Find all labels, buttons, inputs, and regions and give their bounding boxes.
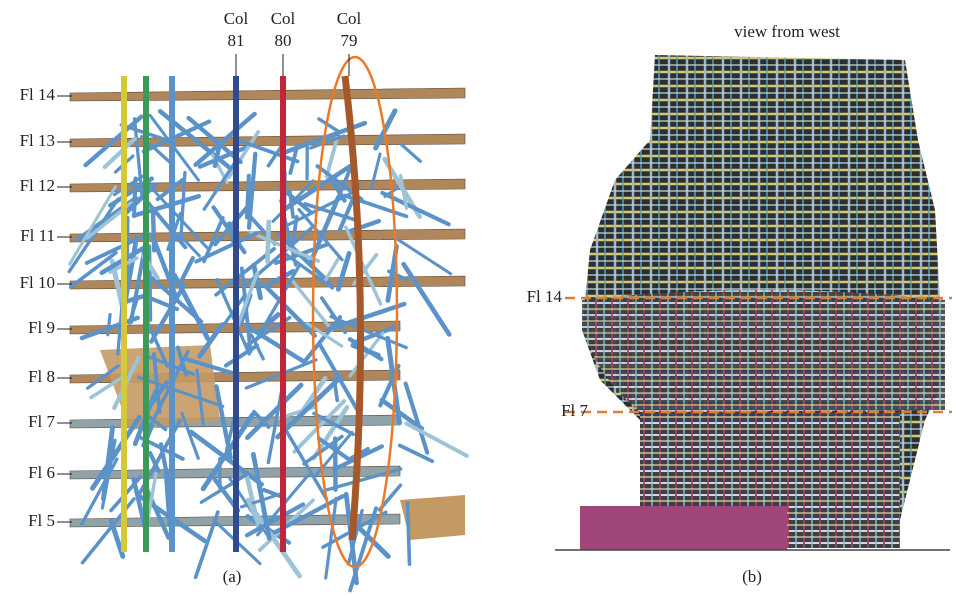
base-block (580, 506, 787, 550)
debris-member (226, 346, 257, 366)
floor-label: Fl 8 (28, 367, 55, 386)
column-label: Col (337, 9, 362, 28)
floor-label: Fl 10 (20, 273, 55, 292)
caption: (b) (742, 567, 762, 586)
debris-member (404, 264, 449, 334)
column-label: Col (224, 9, 249, 28)
buckled-zone (582, 290, 945, 412)
panel-b: view from west Fl 14 Fl 7 (b) (527, 22, 952, 586)
debris-member (149, 247, 150, 320)
caption: (a) (223, 567, 242, 586)
column-label: 79 (341, 31, 358, 50)
floor-label: Fl 7 (28, 412, 55, 431)
debris-member (268, 222, 269, 262)
floor-label: Fl 7 (561, 401, 588, 420)
column-label: Col (271, 9, 296, 28)
floor-slab (70, 88, 465, 101)
debris-member (319, 119, 339, 132)
floor-label: Fl 12 (20, 176, 55, 195)
debris-member (153, 212, 154, 250)
floor-label: Fl 14 (20, 85, 56, 104)
floor-label: Fl 6 (28, 463, 55, 482)
column-label: 80 (275, 31, 292, 50)
panel-title: view from west (734, 22, 840, 41)
floor-label: Fl 14 (527, 287, 563, 306)
column-label: 81 (228, 31, 245, 50)
debris-member (395, 238, 451, 274)
debris-member (408, 503, 410, 564)
debris-member (108, 315, 110, 335)
figure: Col 81 Col 80 Col 79 Fl 14 Fl 13 Fl 12 Fl 11 Fl 10… (0, 0, 956, 596)
debris-member (402, 145, 421, 161)
floor-label: Fl 5 (28, 511, 55, 530)
panel-a: Col 81 Col 80 Col 79 Fl 14 Fl 13 Fl 12 Fl 11 Fl 10… (20, 9, 467, 590)
debris-member (82, 459, 117, 524)
floor-label: Fl 13 (20, 131, 55, 150)
floor-label: Fl 11 (20, 226, 55, 245)
floor-label: Fl 9 (28, 318, 55, 337)
